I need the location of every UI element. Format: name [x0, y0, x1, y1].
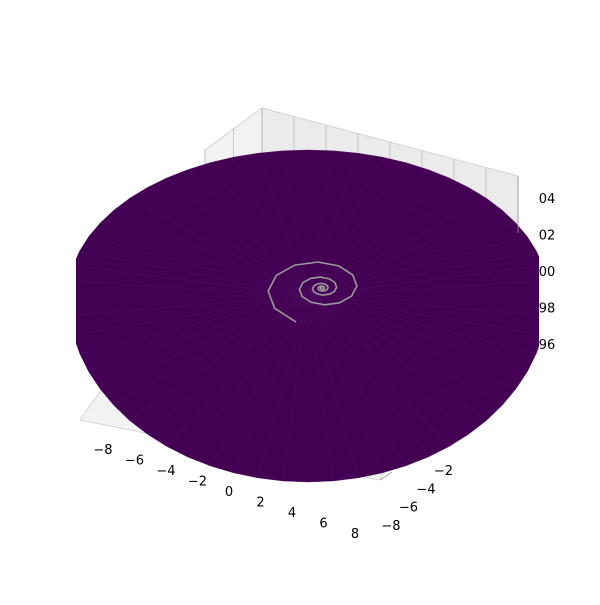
z-axis-ticks: 04 02 00 98 96 — [539, 192, 556, 353]
z-tick-label: 96 — [539, 338, 556, 353]
z-tick-label: 98 — [539, 302, 556, 317]
y-axis-ticks: −8 −6 −4 −2 — [381, 464, 453, 534]
x-tick-label: −6 — [125, 454, 144, 469]
x-tick-label: 2 — [256, 496, 264, 511]
clip-left — [0, 100, 76, 500]
x-tick-label: 4 — [288, 506, 296, 521]
clip-right — [539, 100, 600, 500]
x-tick-label: 6 — [319, 517, 327, 532]
x-axis-ticks: −8 −6 −4 −2 0 2 4 6 8 — [93, 443, 359, 542]
x-tick-label: 8 — [351, 527, 359, 542]
x-tick-label: 0 — [225, 485, 233, 500]
spiral-line — [267, 261, 358, 323]
z-tick-label: 02 — [539, 229, 556, 244]
y-tick-label: −2 — [434, 464, 453, 479]
z-tick-label: 00 — [539, 265, 556, 280]
z-tick-label: 04 — [539, 192, 556, 207]
x-tick-label: −4 — [156, 464, 175, 479]
axis-edge — [379, 471, 393, 481]
x-tick-label: −8 — [93, 443, 112, 458]
y-tick-label: −6 — [399, 501, 418, 516]
surface — [0, 100, 600, 500]
y-tick-label: −8 — [381, 519, 400, 534]
x-tick-label: −2 — [188, 475, 207, 490]
y-tick-label: −4 — [416, 482, 435, 497]
